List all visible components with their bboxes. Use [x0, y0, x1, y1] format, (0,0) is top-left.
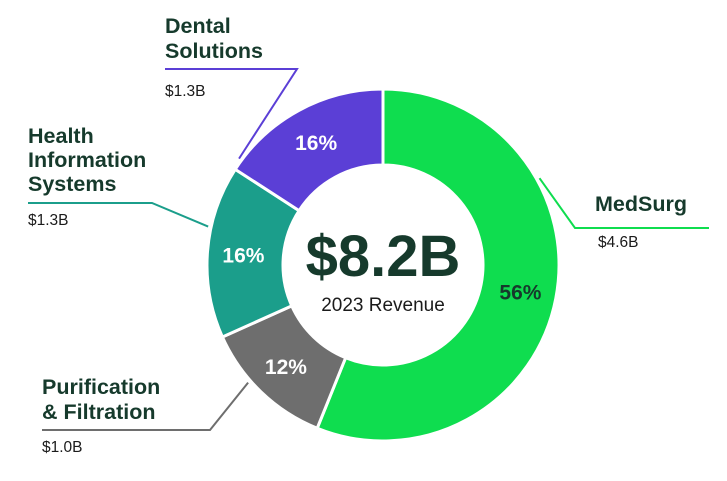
- leader-line-dental-solutions: [165, 68, 299, 160]
- percent-label-dental-solutions: 16%: [295, 132, 337, 155]
- label-medsurg: MedSurg: [595, 192, 687, 216]
- donut-slices: [205, 87, 561, 443]
- percent-label-health-information-systems: 16%: [222, 244, 264, 267]
- slice-dental-solutions: [233, 87, 385, 213]
- leader-line-medsurg: [538, 177, 709, 229]
- value-health-information-systems: $1.3B: [28, 212, 69, 229]
- value-purification-filtration: $1.0B: [42, 439, 83, 456]
- percent-label-purification-filtration: 12%: [265, 356, 307, 379]
- leader-line-health-information-systems: [28, 202, 209, 228]
- value-dental-solutions: $1.3B: [165, 83, 206, 100]
- label-purification-filtration: Purification & Filtration: [42, 375, 160, 424]
- label-health-information-systems: Health Information Systems: [28, 124, 146, 196]
- leader-lines: [28, 68, 709, 431]
- value-medsurg: $4.6B: [598, 234, 639, 251]
- slice-medsurg: [315, 87, 561, 443]
- leader-line-purification-filtration: [42, 382, 249, 431]
- center-total-value: $8.2B: [306, 224, 461, 289]
- percent-labels: 56% 12% 16% 16%: [222, 132, 541, 379]
- label-dental-solutions: Dental Solutions: [165, 14, 263, 63]
- percent-label-medsurg: 56%: [499, 282, 541, 305]
- center-total-label: 2023 Revenue: [321, 295, 445, 316]
